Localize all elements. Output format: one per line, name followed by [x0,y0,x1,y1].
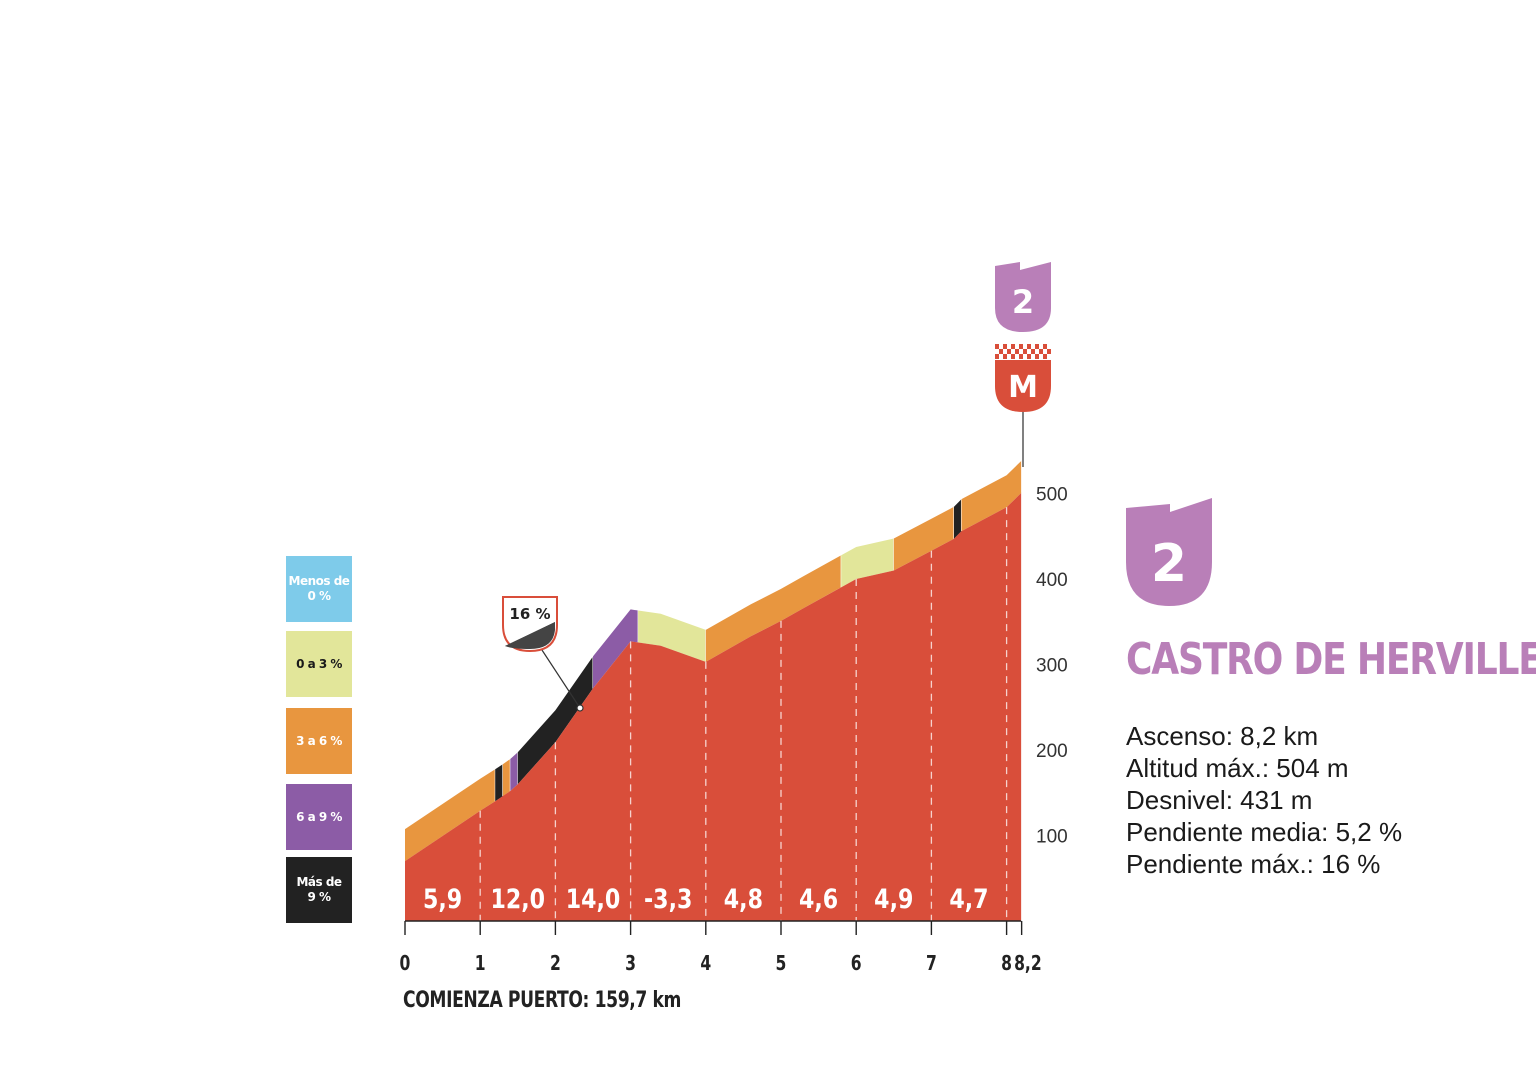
checker-cell [1015,349,1019,354]
gradient-band-0 [405,769,496,862]
legend-lt0: Menos de 0 % [286,556,352,622]
km-gradient-label-4: 4,8 [724,883,763,915]
checker-cell [1031,349,1035,354]
checker-cell [1027,354,1031,359]
finish-marker-label: M [1008,370,1038,405]
y-tick-label-2: 300 [1036,656,1068,677]
checker-cell [1035,344,1039,349]
max-gradient-label: 16 % [509,605,550,623]
gradient-band-2 [502,759,511,797]
x-tick-label-9: 8,2 [1014,952,1042,975]
checker-cell [1047,349,1051,354]
x-axis: 0 1 2 3 4 5 6 7 8 8,2 [400,920,1042,976]
x-tick-label-0: 0 [400,952,411,975]
stat-desnivel: Desnivel: 431 m [1126,785,1313,815]
km-gradient-label-5: 4,6 [799,883,838,915]
legend-3-6: 3 a 6 % [286,708,352,774]
y-axis: 100 200 300 400 500 [1021,485,1068,921]
x-tick-label-5: 5 [776,952,787,975]
checker-cell [1035,354,1039,359]
gradient-band-11 [961,460,1022,532]
checker-cell [1043,344,1047,349]
x-tick-label-4: 4 [700,952,711,975]
x-tick-label-8: 8 [1001,952,1012,975]
km-gradient-labels: 5,9 12,0 14,0 -3,3 4,8 4,6 4,9 4,7 [423,883,989,915]
climb-stats: Ascenso: 8,2 km Altitud máx.: 504 m Desn… [1126,720,1402,880]
checker-cell [1043,354,1047,359]
gradient-band-6 [638,610,706,662]
checker-cell [1039,349,1043,354]
gradient-band-7 [705,555,842,662]
x-tick-label-1: 1 [475,952,486,975]
gradient-band-10 [954,499,962,539]
y-tick-label-3: 400 [1036,570,1068,591]
checker-cell [1027,344,1031,349]
x-tick-label-7: 7 [926,952,937,975]
checker-cell [1011,354,1015,359]
summit-category-label: 2 [1012,283,1034,321]
stat-ascenso: Ascenso: 8,2 km [1126,721,1319,751]
category-badge-label: 2 [1151,534,1187,594]
gradient-band-8 [841,538,894,588]
gradient-band-5 [593,609,639,689]
x-tick-label-6: 6 [851,952,862,975]
summit-category-badge: 2 [995,262,1051,332]
stat-altitud: Altitud máx.: 504 m [1126,753,1349,783]
checker-cell [1003,354,1007,359]
km-gradient-label-6: 4,9 [874,883,913,915]
max-gradient-wedge-icon [505,622,555,649]
stat-pendiente-media: Pendiente media: 5,2 % [1126,817,1403,847]
finish-marker: M [995,344,1051,412]
elevation-area [405,492,1022,921]
legend-6-9: 6 a 9 % [286,784,352,850]
y-tick-label-1: 200 [1036,741,1068,762]
climb-name: CASTRO DE HERVILLE [1126,634,1536,685]
km-gradient-label-1: 12,0 [491,883,546,915]
gradient-band-3 [510,752,518,791]
x-tick-label-3: 3 [625,952,636,975]
checker-cell [1023,349,1027,354]
checker-cell [995,354,999,359]
max-gradient-callout: 16 % [502,596,584,712]
km-divider-layer [479,507,1008,921]
stat-pendiente-max: Pendiente máx.: 16 % [1126,849,1381,879]
checker-cell [1019,344,1023,349]
km-gradient-label-2: 14,0 [566,883,621,915]
km-gradient-label-0: 5,9 [423,883,462,915]
x-tick-label-2: 2 [550,952,561,975]
y-tick-label-4: 500 [1036,485,1068,506]
gradient-band-4 [517,656,593,785]
legend-0-3: 0 a 3 % [286,631,352,697]
checker-cell [1003,344,1007,349]
start-km-label: COMIENZA PUERTO: 159,7 km [403,988,682,1013]
y-tick-label-0: 100 [1036,827,1068,848]
category-badge: 2 [1126,498,1212,606]
checker-cell [1019,354,1023,359]
checker-cell [999,349,1003,354]
gradient-band-9 [893,506,954,571]
km-gradient-label-3: -3,3 [644,883,692,915]
checker-cell [1007,349,1011,354]
checker-cell [1011,344,1015,349]
km-gradient-label-7: 4,7 [949,883,988,915]
gradient-band-1 [495,764,503,802]
finish-checker-pattern [995,344,1051,359]
gradient-band-layer [405,460,1023,862]
legend-gt9: Más de 9 % [286,857,352,923]
checker-cell [995,344,999,349]
